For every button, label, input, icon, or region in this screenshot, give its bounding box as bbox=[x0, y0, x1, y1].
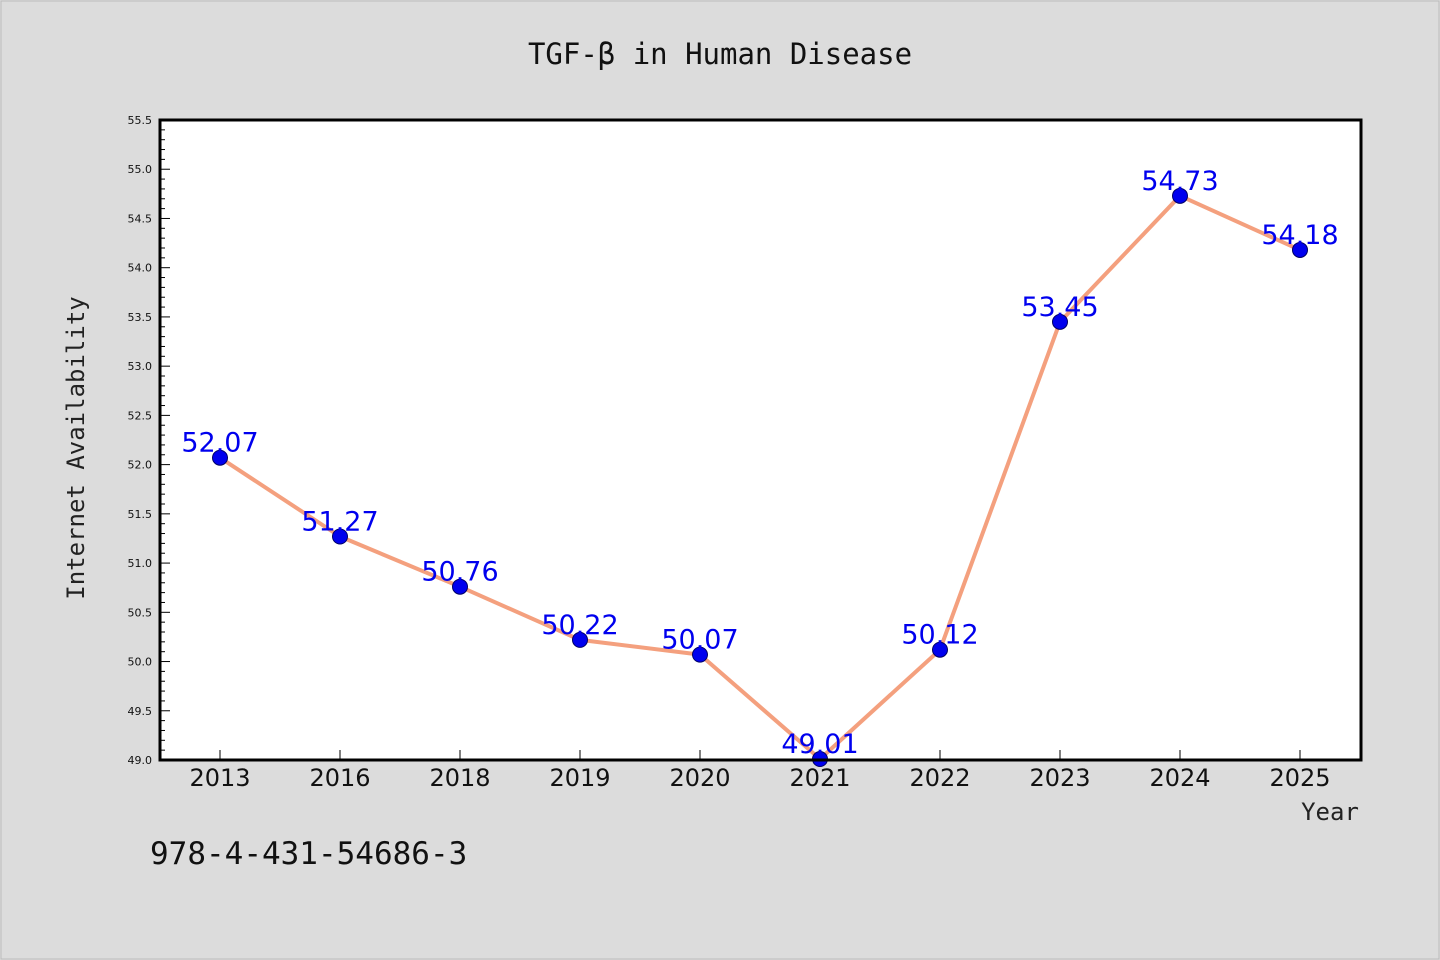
data-point bbox=[1172, 187, 1188, 204]
y-tick-label: 51.0 bbox=[128, 557, 153, 570]
data-label: 50.76 bbox=[421, 557, 498, 588]
y-tick-label: 54.5 bbox=[128, 212, 153, 225]
data-point bbox=[452, 578, 468, 595]
x-tick-label: 2016 bbox=[309, 764, 370, 792]
x-tick-label: 2024 bbox=[1149, 764, 1210, 792]
y-tick-label: 49.5 bbox=[128, 705, 153, 718]
x-tick-label: 2021 bbox=[789, 764, 850, 792]
data-label: 54.18 bbox=[1261, 220, 1338, 251]
data-point bbox=[1052, 313, 1068, 330]
y-tick-label: 55.0 bbox=[128, 163, 153, 176]
data-point bbox=[692, 646, 708, 663]
plot-area bbox=[160, 120, 1361, 760]
y-tick-label: 52.0 bbox=[128, 459, 153, 472]
x-tick-label: 2020 bbox=[669, 764, 730, 792]
y-tick-label: 54.0 bbox=[128, 262, 153, 275]
x-tick-label: 2019 bbox=[549, 764, 610, 792]
data-label: 53.45 bbox=[1021, 292, 1098, 323]
x-tick-label: 2013 bbox=[189, 764, 250, 792]
data-label: 49.01 bbox=[781, 729, 858, 760]
y-axis: 49.0 49.5 50.0 50.5 51.0 51.5 52.0 52.5 53.0 53.5… bbox=[128, 114, 170, 767]
y-tick-label: 51.5 bbox=[128, 508, 153, 521]
y-tick-label: 53.0 bbox=[128, 360, 153, 373]
data-label: 54.73 bbox=[1141, 166, 1218, 197]
y-tick-label: 50.5 bbox=[128, 606, 153, 619]
x-tick-label: 2018 bbox=[429, 764, 490, 792]
data-labels: 52.07 51.27 50.76 50.22 50.07 49.01 50.12 53.45… bbox=[181, 166, 1338, 760]
data-point bbox=[1292, 241, 1308, 258]
y-tick-label: 55.5 bbox=[128, 114, 153, 127]
y-tick-label: 49.0 bbox=[128, 754, 153, 767]
x-axis-label: Year bbox=[1301, 798, 1359, 826]
x-tick-label: 2025 bbox=[1269, 764, 1330, 792]
data-point bbox=[212, 449, 228, 466]
y-tick-label: 52.5 bbox=[128, 409, 153, 422]
y-tick-label: 50.0 bbox=[128, 656, 153, 669]
y-tick-label: 53.5 bbox=[128, 311, 153, 324]
data-point bbox=[572, 631, 588, 648]
data-label: 51.27 bbox=[301, 506, 378, 537]
data-point bbox=[932, 641, 948, 658]
data-label: 52.07 bbox=[181, 428, 258, 459]
data-label: 50.07 bbox=[661, 625, 738, 656]
data-label: 50.22 bbox=[541, 610, 618, 641]
x-tick-label: 2023 bbox=[1029, 764, 1090, 792]
isbn-text: 978-4-431-54686-3 bbox=[150, 836, 467, 872]
x-axis: 2013 2016 2018 2019 2020 2021 2022 2023 2024 2025 bbox=[189, 750, 1331, 792]
y-axis-label: Internet Availability bbox=[62, 296, 90, 599]
chart-title: TGF-β in Human Disease bbox=[528, 37, 912, 71]
series-line bbox=[218, 193, 1302, 762]
data-label: 50.12 bbox=[901, 620, 978, 651]
plot-frame bbox=[158, 118, 1363, 762]
data-point bbox=[332, 528, 348, 545]
x-tick-label: 2022 bbox=[909, 764, 970, 792]
